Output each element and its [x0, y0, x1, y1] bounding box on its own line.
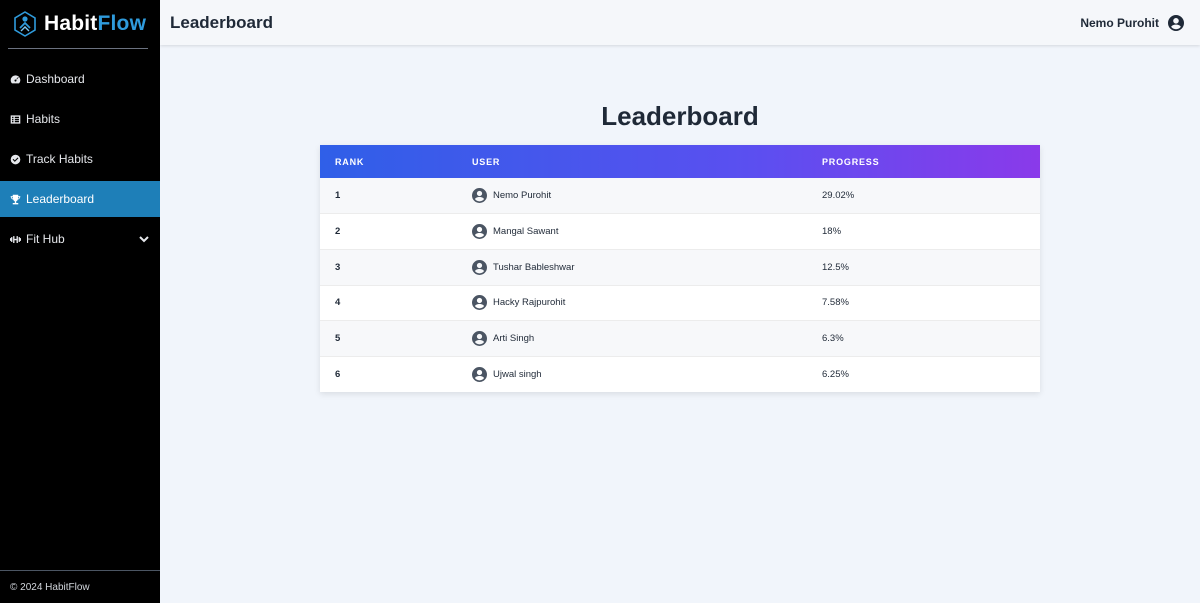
user-cell: Ujwal singh: [472, 356, 822, 392]
habitflow-logo-icon: [14, 11, 36, 37]
user-avatar-icon: [472, 188, 487, 204]
chevron-down-icon[interactable]: [138, 233, 150, 245]
progress-cell: 7.58%: [822, 285, 1040, 322]
sidebar-item-label: Dashboard: [26, 72, 85, 86]
user-name: Arti Singh: [493, 333, 535, 345]
user-cell: Hacky Rajpurohit: [472, 285, 822, 322]
sidebar-item-label: Leaderboard: [26, 192, 95, 206]
rank-cell: 1: [320, 178, 472, 215]
sidebar-item-label: Habits: [26, 112, 61, 126]
rank-cell: 4: [320, 285, 472, 322]
leaderboard-table: RANK USER PROGRESS 1 Nemo Purohit 29.02%…: [320, 145, 1040, 393]
table-row: 3 Tushar Bableshwar 12.5%: [320, 249, 1040, 286]
gauge-icon: [10, 74, 21, 85]
sidebar: HabitFlow Dashboard Habits Track Habits …: [0, 0, 160, 603]
table-row: 5 Arti Singh 6.3%: [320, 320, 1040, 357]
progress-cell: 18%: [822, 213, 1040, 250]
user-name: Tushar Bableshwar: [493, 261, 575, 273]
leaderboard-table-container: RANK USER PROGRESS 1 Nemo Purohit 29.02%…: [320, 145, 1040, 393]
table-header-row: RANK USER PROGRESS: [320, 145, 1040, 178]
user-avatar-icon: [472, 259, 487, 275]
logo[interactable]: HabitFlow: [8, 0, 148, 49]
column-header-user: USER: [472, 156, 501, 167]
user-cell: Nemo Purohit: [472, 178, 822, 215]
brand-name: HabitFlow: [44, 12, 147, 35]
table-row: 6 Ujwal singh 6.25%: [320, 356, 1040, 393]
user-name: Hacky Rajpurohit: [493, 297, 566, 309]
table-row: 2 Mangal Sawant 18%: [320, 213, 1040, 250]
sidebar-item-label: Track Habits: [26, 152, 93, 166]
user-name: Mangal Sawant: [493, 226, 559, 238]
progress-cell: 6.3%: [822, 320, 1040, 357]
sidebar-footer: © 2024 HabitFlow: [0, 570, 160, 603]
user-name: Nemo Purohit: [1080, 15, 1159, 30]
progress-cell: 29.02%: [822, 178, 1040, 215]
sidebar-item-fit-hub[interactable]: Fit Hub: [0, 221, 160, 257]
page-title: Leaderboard: [170, 12, 273, 32]
user-circle-icon[interactable]: [1168, 14, 1184, 31]
progress-cell: 12.5%: [822, 249, 1040, 286]
column-header-rank: RANK: [335, 156, 365, 167]
trophy-icon: [10, 194, 21, 205]
user-menu[interactable]: Nemo Purohit: [1080, 14, 1184, 31]
sidebar-item-habits[interactable]: Habits: [0, 101, 160, 137]
table-row: 4 Hacky Rajpurohit 7.58%: [320, 285, 1040, 322]
rank-cell: 2: [320, 213, 472, 250]
sidebar-item-dashboard[interactable]: Dashboard: [0, 61, 160, 97]
sidebar-item-label: Fit Hub: [26, 232, 65, 246]
user-name: Nemo Purohit: [493, 190, 552, 202]
rank-cell: 6: [335, 369, 341, 381]
sidebar-item-track-habits[interactable]: Track Habits: [0, 141, 160, 177]
list-icon: [10, 114, 21, 125]
leaderboard-heading: Leaderboard: [601, 101, 759, 131]
top-bar: Leaderboard Nemo Purohit: [160, 0, 1200, 45]
user-name: Ujwal singh: [493, 369, 542, 381]
user-cell: Tushar Bableshwar: [472, 249, 822, 286]
dumbbell-icon: [10, 234, 21, 245]
table-row: 1 Nemo Purohit 29.02%: [320, 178, 1040, 215]
sidebar-item-leaderboard[interactable]: Leaderboard: [0, 181, 160, 217]
column-header-progress: PROGRESS: [822, 156, 880, 167]
rank-cell: 5: [320, 320, 472, 357]
user-avatar-icon: [472, 295, 487, 311]
user-avatar-icon: [472, 331, 487, 347]
main-content: Leaderboard RANK USER PROGRESS 1 Nemo Pu…: [160, 45, 1200, 603]
check-circle-icon: [10, 154, 21, 165]
user-avatar-icon: [472, 367, 487, 383]
rank-cell: 3: [320, 249, 472, 286]
sidebar-nav: Dashboard Habits Track Habits Leaderboar…: [0, 61, 160, 257]
user-cell: Mangal Sawant: [472, 213, 822, 250]
user-avatar-icon: [472, 224, 487, 240]
progress-cell: 6.25%: [822, 369, 849, 381]
user-cell: Arti Singh: [472, 320, 822, 357]
